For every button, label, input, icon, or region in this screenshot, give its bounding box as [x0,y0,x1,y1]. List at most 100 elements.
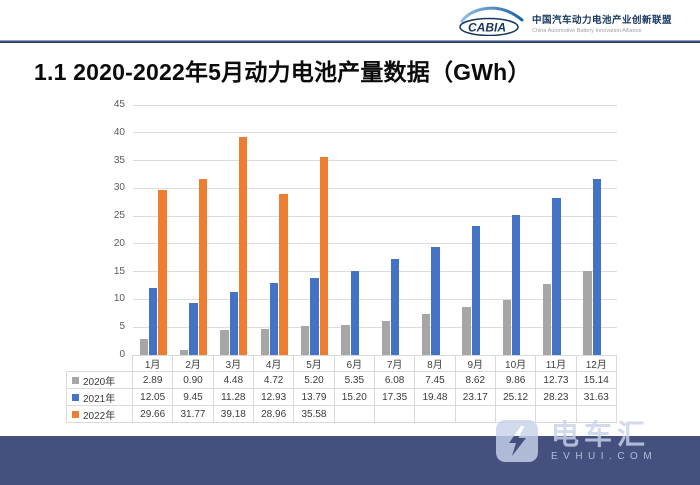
table-month-header: 11月 [536,355,577,372]
table-value-2021年-4月: 12.93 [253,389,295,406]
table-value-2020年-3月: 4.48 [213,372,254,389]
org-name-block: 中国汽车动力电池产业创新联盟 China Automotive Battery … [532,12,672,34]
table-month-header: 5月 [294,355,335,372]
table-value-2021年-1月: 12.05 [133,389,174,406]
legend-swatch [72,393,79,401]
bar-2020年-8月 [422,313,431,355]
gridline [133,271,617,273]
y-tick-label: 0 [119,349,125,360]
table-value-2021年-3月: 11.28 [213,389,254,406]
bar-2021年-11月 [552,198,561,355]
table-month-header: 7月 [374,355,416,372]
svg-text:CABIA: CABIA [468,21,506,35]
table-value-2021年-5月: 13.79 [294,389,335,406]
watermark-text-block: 电车汇 EVHUI.COM [551,419,658,463]
table-value-2021年-6月: 15.20 [334,389,375,406]
table-value-2020年-2月: 0.90 [173,372,214,389]
table-month-header: 10月 [495,355,537,372]
watermark-domain: EVHUI.COM [551,451,658,462]
table-value-2022年-9月 [455,406,496,423]
table-value-2021年-10月: 25.12 [495,389,537,406]
table-month-header: 12月 [576,355,617,372]
legend-label: 2022年 [83,410,116,422]
table-value-2022年-4月: 28.96 [253,406,295,423]
gridline [133,243,617,245]
y-tick-label: 20 [113,237,125,249]
table-value-2020年-6月: 5.35 [334,372,375,389]
table-value-2022年-8月 [415,406,456,423]
bar-2022年-5月 [319,157,328,355]
table-value-2022年-7月 [374,406,416,423]
table-month-header: 9月 [455,355,496,372]
page-title: 1.1 2020-2022年5月动力电池产量数据（GWh） [34,59,531,85]
table-value-2021年-9月: 23.17 [455,389,496,406]
table-value-2020年-1月: 2.89 [133,372,174,389]
bar-2021年-9月 [471,226,481,355]
bar-2022年-1月 [158,190,167,355]
table-value-2021年-7月: 17.35 [374,389,416,406]
gridline [133,326,617,328]
table-value-2021年-8月: 19.48 [415,389,456,406]
bar-2021年-6月 [350,270,360,355]
bar-2021年-7月 [390,258,400,355]
legend-swatch [72,410,79,418]
watermark-brand: 电车汇 [551,419,651,450]
org-name-cn: 中国汽车动力电池产业创新联盟 [531,14,672,26]
table-value-2021年-11月: 28.23 [536,389,577,406]
watermark: 电车汇 EVHUI.COM [496,420,657,467]
y-tick-label: 10 [113,293,125,305]
table-legend-cell: 2021年 [66,389,133,406]
bar-2022年-3月 [238,137,248,355]
table-month-header: 4月 [253,355,295,372]
bar-2020年-2月 [180,350,189,355]
bar-2021年-1月 [148,288,158,355]
bar-2021年-10月 [511,215,521,355]
y-tick-label: 35 [113,154,125,166]
bar-2020年-10月 [502,300,512,355]
table-value-2020年-4月: 4.72 [253,372,295,389]
table-value-2022年-2月: 31.77 [173,406,214,423]
y-tick-label: 45 [113,99,125,110]
watermark-logo-icon [496,420,538,467]
bar-2020年-6月 [341,325,350,355]
table-corner-cell [66,355,133,372]
table-month-header: 2月 [173,355,214,372]
bar-2021年-8月 [431,246,440,355]
bar-2020年-9月 [462,307,471,355]
org-name-en: China Automotive Battery Innovation Alli… [531,27,642,34]
table-value-2020年-8月: 7.45 [415,372,456,389]
table-legend-cell: 2020年 [66,372,133,389]
table-month-header: 3月 [213,355,254,372]
table-value-2022年-6月 [334,406,375,423]
bar-2021年-4月 [269,283,279,355]
table-value-2020年-9月: 8.62 [455,372,496,389]
cabia-logo-icon: CABIA [458,4,524,41]
legend-swatch [72,376,79,384]
bar-2021年-2月 [189,302,198,355]
y-tick-label: 40 [113,126,125,138]
table-month-header: 1月 [133,355,174,372]
bar-2020年-1月 [139,338,149,355]
footer-band [0,436,700,485]
gridline [133,132,617,134]
gridline [133,160,617,162]
table-value-2020年-12月: 15.14 [576,372,617,389]
table-value-2020年-7月: 6.08 [374,372,416,389]
table-value-2020年-11月: 12.73 [536,372,577,389]
y-tick-label: 25 [113,210,125,222]
table-value-2020年-10月: 9.86 [495,372,537,389]
gridline [133,187,617,189]
bar-2020年-5月 [301,326,310,355]
table-legend-cell: 2022年 [66,406,133,423]
gridline [133,104,617,106]
header-logo-block: CABIA 中国汽车动力电池产业创新联盟 China Automotive Ba… [458,4,672,41]
table-month-header: 6月 [334,355,375,372]
bar-2021年-5月 [310,278,319,355]
table-value-2021年-12月: 31.63 [576,389,617,406]
bar-2020年-3月 [220,330,229,355]
gridline [133,298,617,300]
bar-2022年-2月 [198,178,207,355]
table-month-header: 8月 [415,355,456,372]
bar-2020年-7月 [381,321,391,355]
